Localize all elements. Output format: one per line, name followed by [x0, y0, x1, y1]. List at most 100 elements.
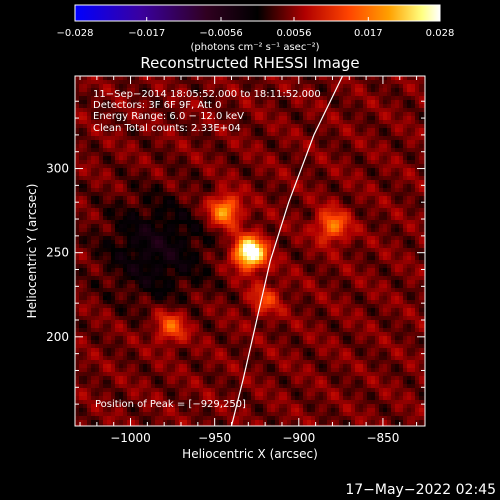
heatmap-cell [315, 264, 320, 269]
heatmap-cell [339, 116, 344, 121]
heatmap-cell [219, 76, 224, 81]
heatmap-cell [275, 244, 280, 249]
heatmap-cell [123, 240, 128, 245]
heatmap-cell [335, 208, 340, 213]
heatmap-cell [115, 220, 120, 225]
heatmap-cell [259, 236, 264, 241]
heatmap-cell [239, 216, 244, 221]
heatmap-cell [235, 144, 240, 149]
heatmap-cell [79, 88, 84, 93]
heatmap-cell [399, 188, 404, 193]
heatmap-cell [335, 108, 340, 113]
heatmap-cell [167, 204, 172, 209]
heatmap-cell [251, 296, 256, 301]
heatmap-cell [283, 112, 288, 117]
heatmap-cell [307, 180, 312, 185]
heatmap-cell [159, 140, 164, 145]
heatmap-cell [187, 228, 192, 233]
heatmap-cell [267, 300, 272, 305]
heatmap-cell [311, 156, 316, 161]
heatmap-cell [319, 124, 324, 129]
heatmap-cell [347, 204, 352, 209]
heatmap-cell [343, 248, 348, 253]
heatmap-cell [395, 204, 400, 209]
heatmap-cell [423, 244, 425, 249]
heatmap-cell [103, 296, 108, 301]
heatmap-cell [399, 160, 404, 165]
heatmap-cell [227, 128, 232, 133]
heatmap-cell [271, 296, 276, 301]
heatmap-cell [287, 104, 292, 109]
heatmap-cell [255, 232, 260, 237]
heatmap-cell [255, 104, 260, 109]
heatmap-cell [107, 100, 112, 105]
heatmap-cell [419, 240, 424, 245]
heatmap-cell [311, 220, 316, 225]
heatmap-cell [355, 88, 360, 93]
heatmap-cell [359, 184, 364, 189]
heatmap-cell [299, 112, 304, 117]
heatmap-cell [335, 240, 340, 245]
heatmap-cell [215, 192, 220, 197]
heatmap-cell [275, 144, 280, 149]
heatmap-cell [251, 240, 256, 245]
heatmap-cell [159, 144, 164, 149]
heatmap-cell [163, 168, 168, 173]
heatmap-cell [83, 116, 88, 121]
heatmap-cell [151, 232, 156, 237]
heatmap-cell [259, 280, 264, 285]
heatmap-cell [195, 184, 200, 189]
heatmap-cell [163, 140, 168, 145]
heatmap-cell [199, 268, 204, 273]
heatmap-cell [183, 96, 188, 101]
heatmap-cell [127, 272, 132, 277]
heatmap-cell [87, 152, 92, 157]
heatmap-cell [219, 84, 224, 89]
heatmap-cell [75, 88, 80, 93]
heatmap-cell [123, 140, 128, 145]
heatmap-cell [83, 84, 88, 89]
heatmap-cell [111, 128, 116, 133]
heatmap-cell [395, 252, 400, 257]
heatmap-cell [343, 208, 348, 213]
heatmap-cell [99, 160, 104, 165]
heatmap-cell [415, 84, 420, 89]
heatmap-cell [391, 240, 396, 245]
heatmap-cell [175, 80, 180, 85]
heatmap-cell [303, 204, 308, 209]
heatmap-cell [251, 92, 256, 97]
heatmap-cell [163, 196, 168, 201]
heatmap-cell [95, 232, 100, 237]
heatmap-cell [327, 148, 332, 153]
heatmap-cell [279, 96, 284, 101]
heatmap-cell [211, 212, 216, 217]
heatmap-cell [103, 168, 108, 173]
heatmap-cell [235, 260, 240, 265]
heatmap-cell [275, 264, 280, 269]
heatmap-cell [159, 184, 164, 189]
heatmap-cell [219, 296, 224, 301]
heatmap-cell [415, 92, 420, 97]
heatmap-cell [247, 168, 252, 173]
heatmap-cell [395, 132, 400, 137]
heatmap-cell [127, 132, 132, 137]
heatmap-cell [147, 272, 152, 277]
heatmap-cell [335, 172, 340, 177]
heatmap-cell [227, 204, 232, 209]
heatmap-cell [167, 136, 172, 141]
heatmap-cell [255, 248, 260, 253]
heatmap-cell [311, 112, 316, 117]
heatmap-cell [231, 276, 236, 281]
heatmap-cell [351, 292, 356, 297]
heatmap-cell [99, 88, 104, 93]
heatmap-cell [95, 136, 100, 141]
heatmap-cell [199, 176, 204, 181]
heatmap-cell [119, 164, 124, 169]
heatmap-cell [159, 204, 164, 209]
heatmap-cell [79, 156, 84, 161]
heatmap-cell [159, 100, 164, 105]
heatmap-cell [155, 248, 160, 253]
heatmap-cell [255, 76, 260, 81]
heatmap-cell [415, 296, 420, 301]
heatmap-cell [87, 292, 92, 297]
